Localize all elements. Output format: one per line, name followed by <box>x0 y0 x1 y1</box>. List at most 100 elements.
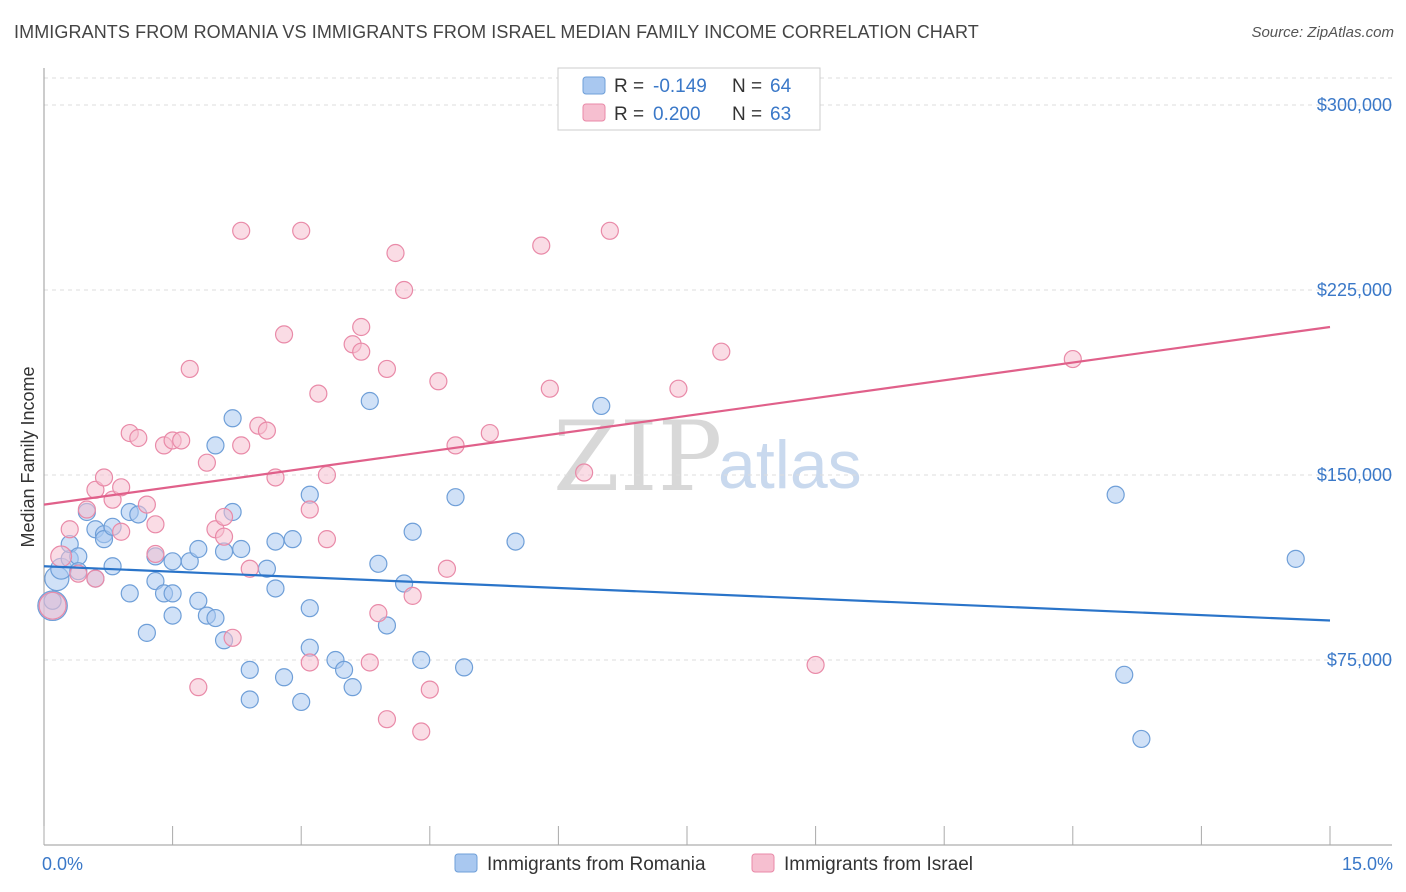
romania-point <box>292 692 311 712</box>
israel-point <box>532 236 551 255</box>
romania-point <box>240 690 259 709</box>
y-axis-title: Median Family Income <box>18 366 38 547</box>
trendlines <box>43 325 1331 622</box>
romania-point <box>1106 485 1125 504</box>
legend-n-label-romania: N = <box>732 76 762 97</box>
israel-point <box>189 678 208 697</box>
romania-point <box>120 584 139 603</box>
israel-point <box>137 495 156 514</box>
israel-point <box>317 530 337 549</box>
legend-n-value-israel: 63 <box>770 104 791 125</box>
y-tick-labels: $75,000 $150,000 $225,000 $300,000 <box>1317 95 1392 670</box>
romania-point <box>369 554 388 573</box>
romania-point <box>1286 549 1305 568</box>
israel-point <box>600 221 619 240</box>
israel-point <box>240 559 259 578</box>
x-ticks: 0.0% 15.0% <box>42 826 1393 874</box>
axes <box>43 68 1392 846</box>
israel-point <box>232 436 251 455</box>
israel-point <box>575 463 594 482</box>
israel-point <box>403 586 422 605</box>
y-tick-label: $75,000 <box>1327 650 1392 670</box>
israel-point <box>112 522 131 541</box>
romania-point <box>189 539 208 559</box>
romania-point <box>377 616 397 635</box>
legend-r-value-romania: -0.149 <box>653 76 707 97</box>
legend-r-label-romania: R = <box>614 76 644 97</box>
israel-point <box>352 317 371 337</box>
romania-point <box>454 658 474 677</box>
israel-point <box>420 680 439 699</box>
israel-point <box>412 722 431 741</box>
romania-point <box>266 532 285 551</box>
romania-point <box>266 579 285 598</box>
israel-point <box>1063 349 1082 369</box>
israel-point <box>69 564 88 583</box>
israel-point <box>77 500 96 519</box>
legend-n-label-israel: N = <box>732 104 762 125</box>
israel-point <box>300 653 319 672</box>
romania-point <box>103 557 122 576</box>
israel-point <box>669 379 688 398</box>
romania-point <box>343 678 362 697</box>
israel-point <box>129 428 148 448</box>
israel-point <box>172 431 191 450</box>
legend: R = -0.149 N = 64 R = 0.200 N = 63 <box>557 67 821 131</box>
watermark: ZIP atlas <box>553 401 862 513</box>
israel-point <box>38 591 67 620</box>
bottom-legend-label-israel: Immigrants from Israel <box>784 854 973 875</box>
romania-point <box>1115 665 1134 684</box>
bottom-legend-swatch-romania <box>454 853 478 873</box>
romania-point <box>506 532 525 551</box>
legend-n-value-romania: 64 <box>770 76 792 97</box>
romania-point <box>592 396 611 416</box>
israel-point <box>232 221 251 240</box>
romania-point <box>223 409 242 428</box>
romania-point <box>394 574 414 593</box>
israel-point <box>712 342 731 361</box>
trendline-romania <box>43 565 1331 622</box>
israel-point <box>60 520 79 539</box>
chart-title: IMMIGRANTS FROM ROMANIA VS IMMIGRANTS FR… <box>14 22 979 42</box>
israel-point <box>180 359 199 379</box>
romania-point <box>300 599 319 618</box>
israel-point <box>480 423 499 443</box>
y-tick-label: $300,000 <box>1317 95 1392 115</box>
israel-point <box>352 342 371 361</box>
romania-point <box>137 623 156 642</box>
israel-point <box>214 507 234 527</box>
legend-r-label-israel: R = <box>614 104 644 125</box>
romania-point <box>232 539 251 559</box>
trendline-israel <box>43 325 1331 506</box>
israel-point <box>197 453 216 472</box>
legend-r-value-israel: 0.200 <box>653 104 701 125</box>
x-tick-label-end: 15.0% <box>1342 854 1393 874</box>
romania-point <box>163 584 182 603</box>
israel-point <box>360 653 379 672</box>
watermark-zip: ZIP <box>553 401 722 513</box>
israel-point <box>50 545 73 568</box>
israel-point <box>112 478 131 497</box>
israel-point <box>377 359 397 379</box>
legend-swatch-israel <box>582 103 606 122</box>
romania-point <box>206 436 225 455</box>
israel-point <box>437 559 457 578</box>
israel-point <box>274 325 294 344</box>
israel-point <box>146 544 165 564</box>
bottom-legend-label-romania: Immigrants from Romania <box>487 854 706 875</box>
romania-point <box>403 522 422 541</box>
romania-point <box>446 488 465 507</box>
watermark-atlas: atlas <box>718 427 862 503</box>
y-tick-label: $225,000 <box>1317 280 1392 300</box>
israel-point <box>223 628 242 647</box>
y-tick-label: $150,000 <box>1317 465 1392 485</box>
series-israel <box>38 221 1082 741</box>
romania-point <box>94 530 114 549</box>
israel-point <box>386 243 405 263</box>
romania-point <box>240 660 259 679</box>
x-tick-label-start: 0.0% <box>42 854 83 874</box>
romania-point <box>360 391 379 411</box>
israel-point <box>429 372 448 391</box>
israel-point <box>317 465 337 485</box>
